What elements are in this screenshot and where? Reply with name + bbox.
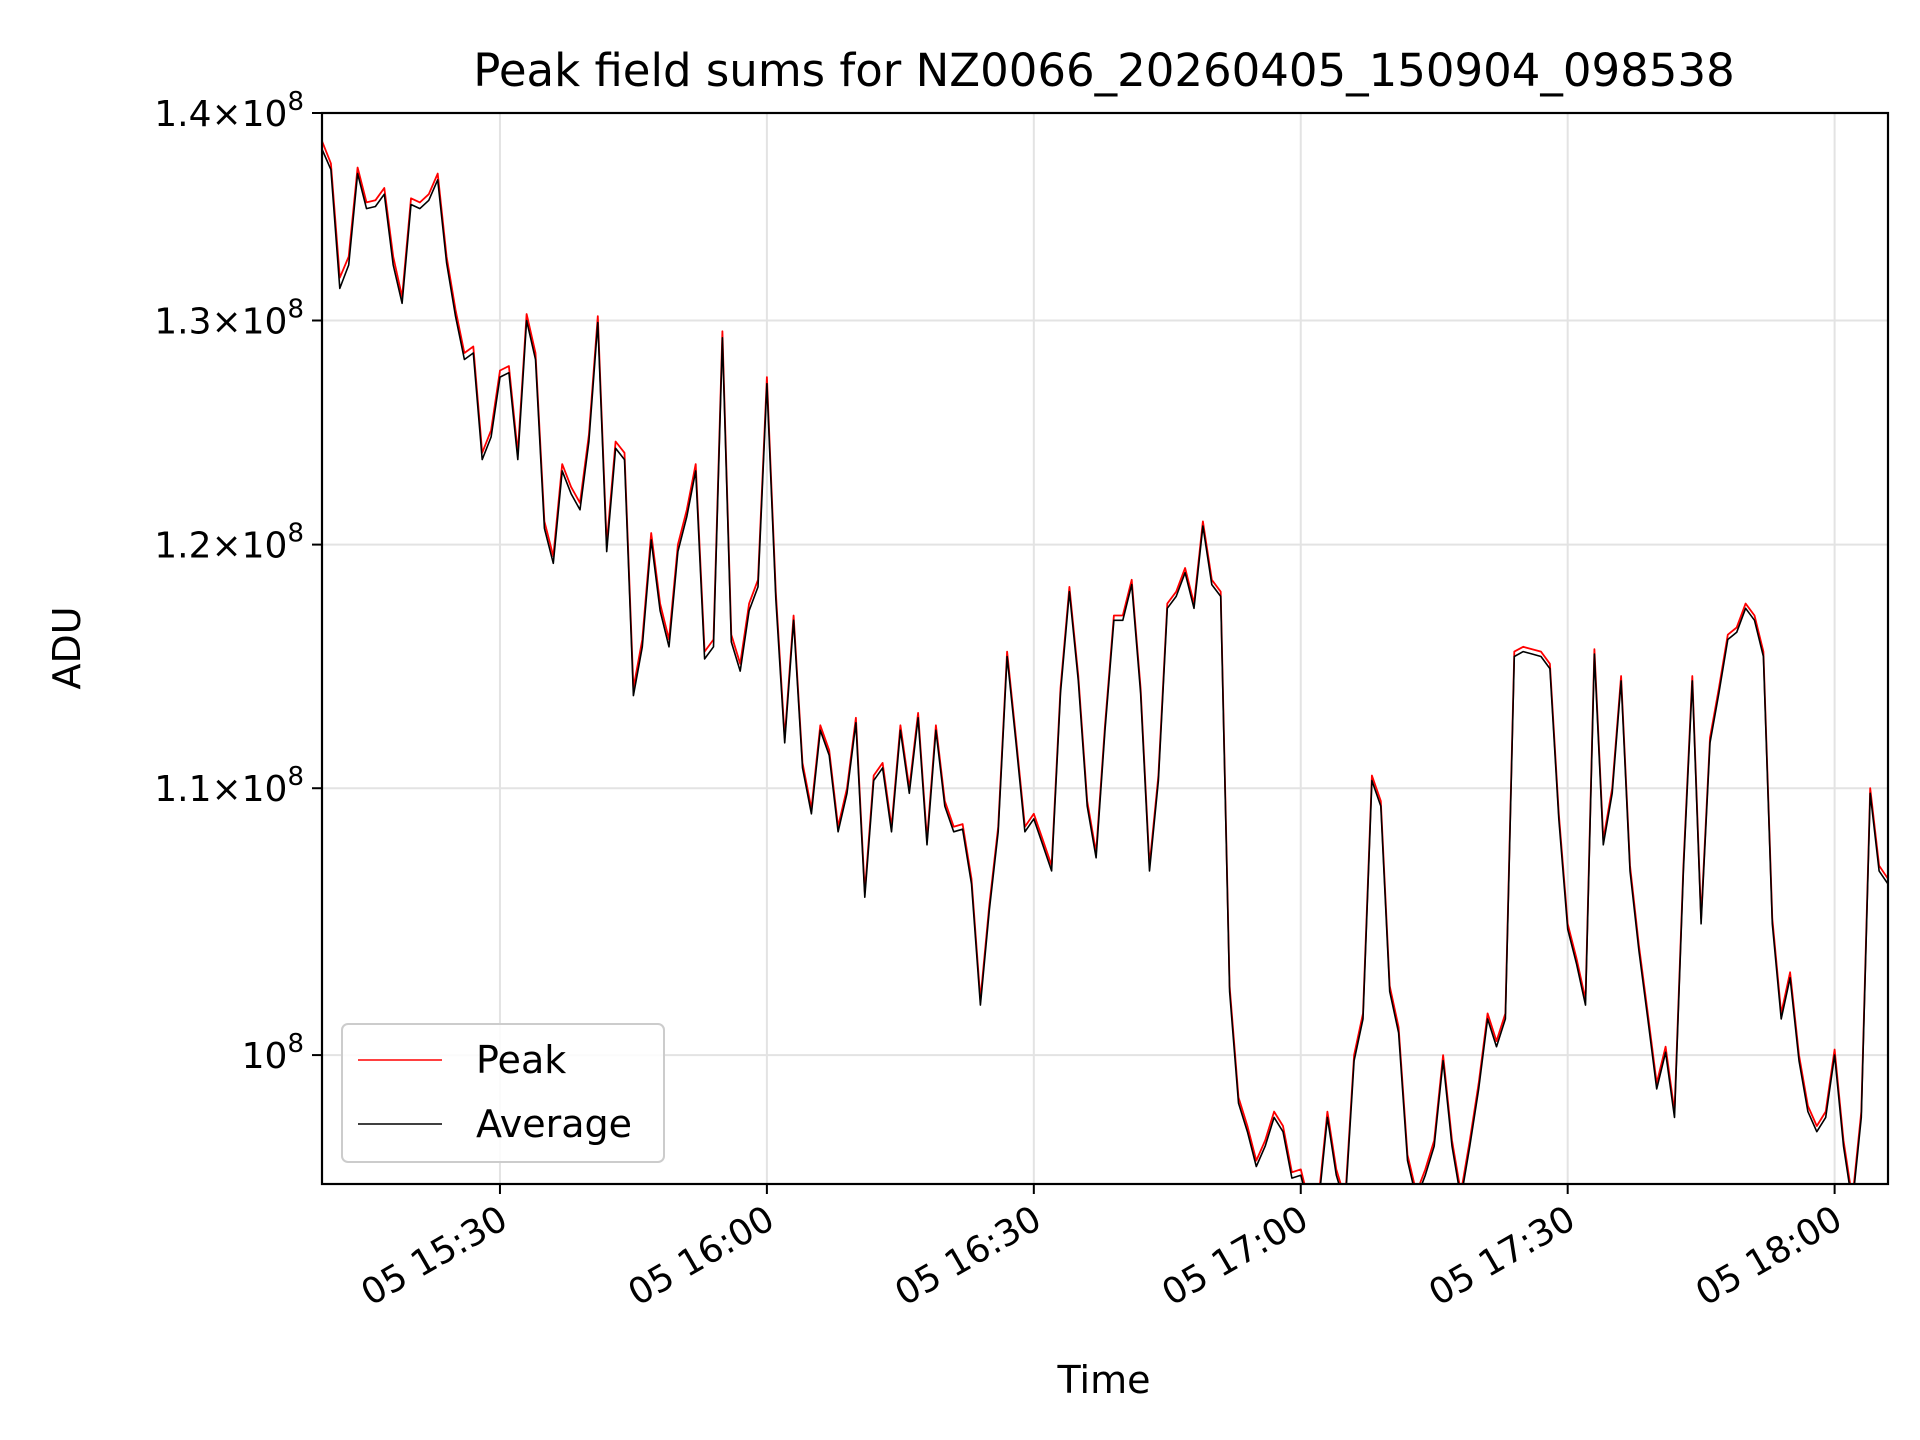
- y-tick-label: 1.1×108: [154, 762, 304, 810]
- series-layer: [322, 140, 1888, 1184]
- chart-title: Peak field sums for NZ0066_20260405_1509…: [473, 44, 1734, 97]
- y-tick-label: 1.4×108: [154, 87, 304, 135]
- y-axis: 108 1.1×108 1.2×108 1.3×108 1.4×108: [154, 87, 322, 1077]
- y-tick-label: 1.3×108: [154, 294, 304, 342]
- plot-frame: [320, 111, 1890, 1186]
- x-axis-title: Time: [1057, 1358, 1151, 1402]
- y-tick-label: 108: [242, 1029, 304, 1077]
- legend-label-peak: Peak: [476, 1038, 566, 1082]
- y-axis-title: ADU: [45, 606, 89, 689]
- legend: Peak Average: [341, 1023, 665, 1163]
- series-line-average: [322, 148, 1888, 1184]
- legend-label-average: Average: [476, 1102, 632, 1146]
- legend-box: [341, 1023, 665, 1163]
- y-tick-label: 1.2×108: [154, 519, 304, 567]
